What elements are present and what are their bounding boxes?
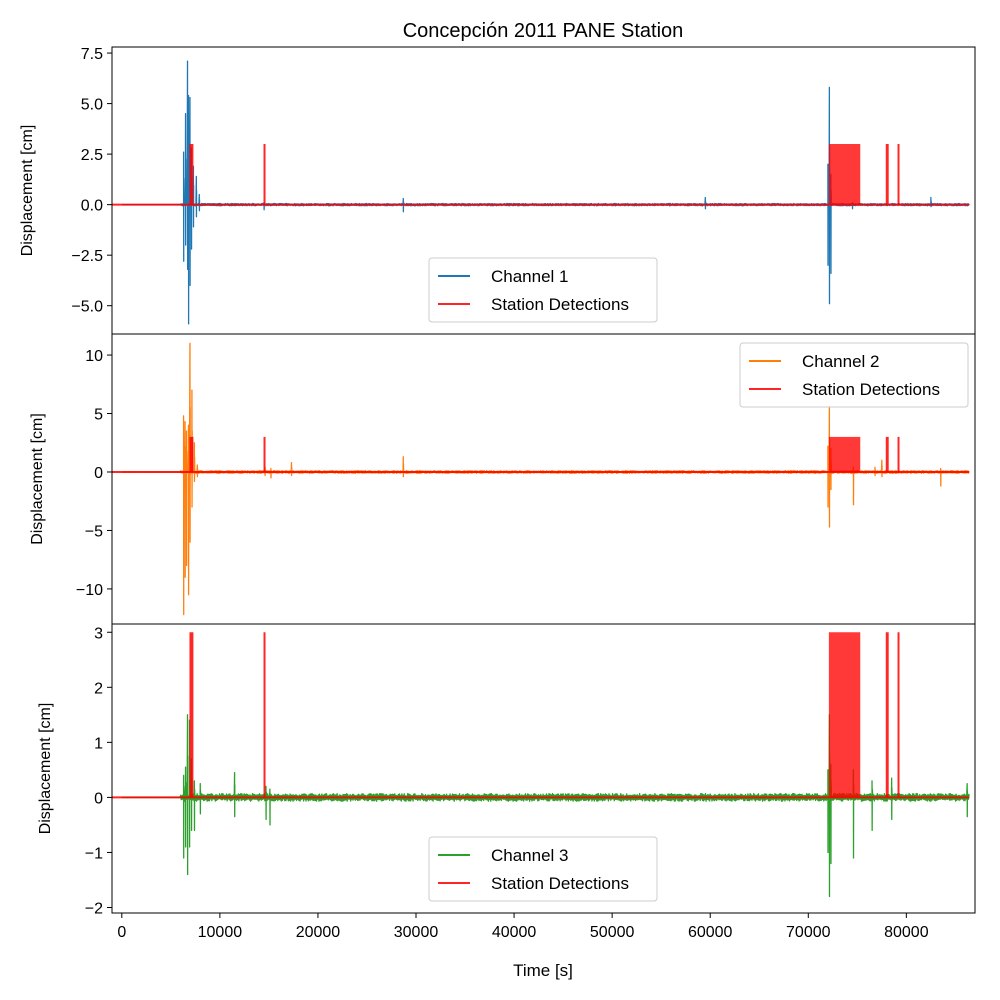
y-tick-label: −5.0 (71, 299, 103, 316)
panel-channel-2: −10 −5 0 5 10 Displacement [cm] Channel 2 Stati… (29, 333, 976, 625)
detection-spike (885, 632, 889, 798)
legend-label: Channel 3 (491, 846, 569, 865)
detection-spike (885, 436, 889, 472)
axes-frame (111, 623, 976, 914)
y-tick-label: −5 (85, 523, 103, 540)
y-tick-label: −10 (76, 582, 103, 599)
y-tick-label: 3 (94, 625, 103, 642)
detection-spike (263, 436, 266, 472)
detection-spike (189, 632, 194, 798)
y-axis-label: Displacement [cm] (37, 703, 54, 835)
legend-box (428, 836, 658, 902)
detections-2 (112, 436, 970, 473)
detection-spike (897, 632, 900, 798)
legend: Channel 2 Station Detections (739, 342, 969, 408)
legend-label: Channel 2 (802, 352, 880, 371)
x-tick-label: 80000 (884, 924, 929, 941)
y-tick-label: −2.5 (71, 248, 103, 265)
x-tick-label: 40000 (492, 924, 537, 941)
x-tick-label: 20000 (296, 924, 341, 941)
y-tick-label: −2 (85, 900, 103, 917)
y-tick-label: 1 (94, 735, 103, 752)
legend-label: Station Detections (802, 380, 940, 399)
detection-block (828, 632, 861, 798)
legend-label: Station Detections (491, 295, 629, 314)
legend: Channel 3 Station Detections (428, 836, 658, 902)
detection-spike (189, 144, 194, 205)
detection-spike (189, 436, 194, 472)
detection-spike (263, 632, 266, 798)
legend-label: Channel 1 (491, 267, 569, 286)
x-tick-label: 10000 (198, 924, 243, 941)
x-tick-label: 0 (117, 924, 126, 941)
legend: Channel 1 Station Detections (428, 257, 658, 323)
x-tick-label: 60000 (688, 924, 733, 941)
y-tick-label: 0.0 (81, 198, 103, 215)
x-tick-label: 70000 (786, 924, 831, 941)
x-tick-label: 30000 (394, 924, 439, 941)
detection-block (828, 436, 861, 472)
detection-spike (263, 144, 266, 205)
y-tick-label: 0 (94, 790, 103, 807)
y-tick-label: −1 (85, 845, 103, 862)
y-tick-label: 7.5 (81, 46, 103, 63)
y-tick-label: 5 (94, 407, 103, 424)
y-tick-label: 5.0 (81, 97, 103, 114)
y-tick-label: 2 (94, 680, 103, 697)
x-tick-label: 50000 (590, 924, 635, 941)
detection-spike (897, 144, 900, 205)
detection-block (828, 144, 861, 205)
detection-spike (897, 436, 900, 472)
chart-title: Concepción 2011 PANE Station (403, 20, 684, 42)
y-tick-label: 10 (85, 348, 103, 365)
y-axis-label: Displacement [cm] (19, 125, 36, 257)
y-axis-label: Displacement [cm] (29, 413, 46, 545)
detections-1 (112, 144, 970, 206)
panel-channel-1: −5.0 −2.5 0.0 2.5 5.0 7.5 Displacement [cm] Cha… (19, 46, 976, 335)
detections-3 (112, 632, 970, 799)
legend-label: Station Detections (491, 874, 629, 893)
legend-box (739, 342, 969, 408)
y-tick-label: 0 (94, 465, 103, 482)
y-tick-label: 2.5 (81, 147, 103, 164)
detection-spike (885, 144, 889, 205)
legend-box (428, 257, 658, 323)
panel-channel-3: −2 −1 0 1 2 3 Displacement [cm] Channel 3 Statio… (37, 623, 976, 941)
x-axis-label: Time [s] (513, 961, 573, 980)
